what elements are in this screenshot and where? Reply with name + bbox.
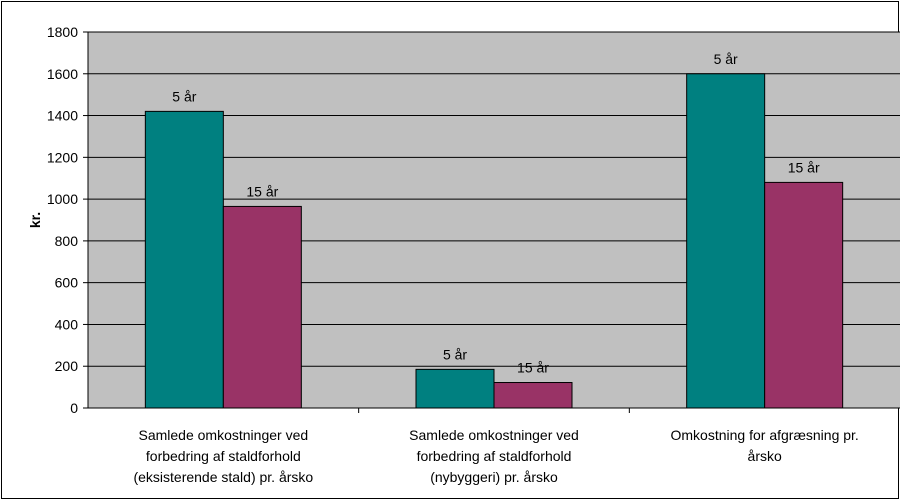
y-tick-label: 800 <box>55 233 79 249</box>
x-category-label: forbedring af staldforhold <box>417 448 572 464</box>
bar-series-2 <box>222 205 302 409</box>
bar-series-1 <box>415 368 495 409</box>
data-label: 15 år <box>517 360 549 376</box>
y-tick-label: 1000 <box>47 191 78 207</box>
y-tick-label: 1200 <box>47 149 78 165</box>
y-axis-title: kr. <box>27 212 43 228</box>
bar-series-2 <box>764 181 844 409</box>
y-tick-label: 1800 <box>47 24 78 40</box>
data-label: 5 år <box>714 51 738 67</box>
x-category-label: Samlede omkostninger ved <box>409 427 579 443</box>
y-tick-label: 200 <box>55 358 79 374</box>
x-category-label: (nybyggeri) pr. årsko <box>430 469 558 485</box>
bar-series-1 <box>144 110 224 409</box>
y-tick-label: 1400 <box>47 108 78 124</box>
bar-series-1 <box>686 73 766 409</box>
y-tick-label: 1600 <box>47 66 78 82</box>
data-label: 5 år <box>443 346 467 362</box>
x-category-label: årsko <box>748 448 782 464</box>
y-tick-label: 0 <box>70 400 78 416</box>
x-category-label: (eksisterende stald) pr. årsko <box>133 469 313 485</box>
y-tick-label: 400 <box>55 316 79 332</box>
x-category-label: Omkostning for afgræsning pr. <box>671 427 859 443</box>
data-label: 15 år <box>788 159 820 175</box>
x-category-label: Samlede omkostninger ved <box>139 427 309 443</box>
y-tick-label: 600 <box>55 275 79 291</box>
bar-series-2 <box>493 382 573 409</box>
x-category-label: forbedring af staldforhold <box>146 448 301 464</box>
data-label: 5 år <box>172 88 196 104</box>
data-label: 15 år <box>246 183 278 199</box>
